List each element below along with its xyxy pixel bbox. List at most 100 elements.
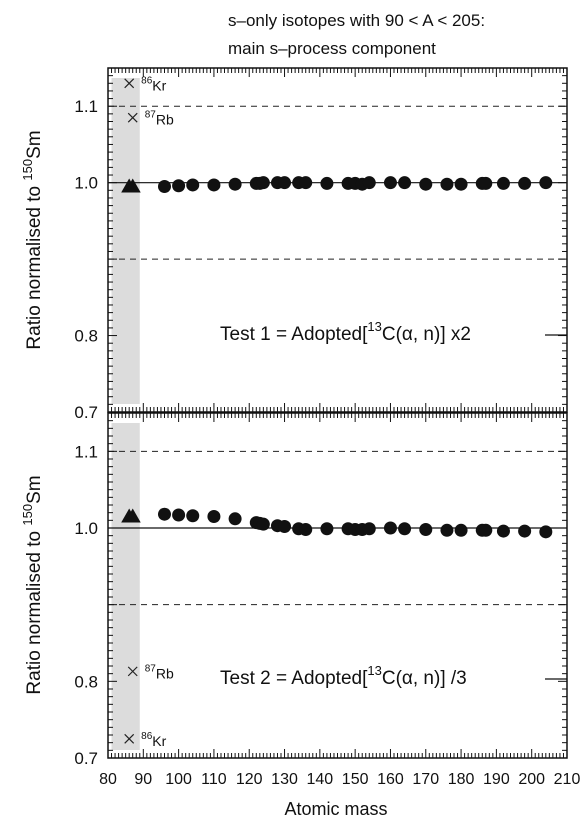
data-point-circle bbox=[383, 521, 397, 535]
data-point-circle bbox=[496, 524, 510, 538]
isotope-label-element: Kr bbox=[152, 77, 166, 93]
data-point-circle bbox=[518, 176, 532, 190]
data-point-triangle bbox=[124, 178, 141, 193]
data-point-circle bbox=[256, 517, 270, 531]
data-point-circle bbox=[256, 176, 270, 190]
data-point-circle bbox=[398, 176, 412, 190]
test-annotation-post: C(α, n)] /3 bbox=[382, 668, 467, 689]
data-point-circle bbox=[207, 178, 221, 192]
data-point-circle bbox=[362, 522, 376, 536]
x-tick-label: 160 bbox=[377, 771, 404, 788]
test-annotation-pre: Test 2 = Adopted[ bbox=[220, 668, 368, 689]
y-tick-label: 0.8 bbox=[74, 327, 98, 346]
data-point-triangle bbox=[124, 508, 141, 523]
data-point-circle bbox=[539, 176, 553, 190]
y-axis-label-top-sup: 150 bbox=[20, 159, 35, 181]
test-annotation: Test 1 = Adopted[13C(α, n)] x2 bbox=[220, 319, 471, 345]
x-tick-label: 150 bbox=[342, 771, 369, 788]
data-point-circle bbox=[186, 178, 200, 192]
data-point-circle bbox=[299, 523, 313, 537]
data-point-circle bbox=[419, 177, 433, 191]
y-axis-label-bottom-text: Ratio normalised to bbox=[24, 526, 45, 695]
chart-title-line-1: s–only isotopes with 90 < A < 205: bbox=[228, 11, 485, 30]
data-point-circle bbox=[172, 179, 186, 193]
data-point-circle bbox=[479, 523, 493, 537]
data-point-circle bbox=[228, 177, 242, 191]
data-point-circle bbox=[398, 522, 412, 536]
bottom-panel: 0.7 0.8 1.0 1.1 86Kr 87Rb Test 2 = Adopted[13C… bbox=[74, 412, 568, 768]
test-annotation-sup: 13 bbox=[367, 663, 381, 678]
isotope-label-mass: 87 bbox=[145, 663, 157, 674]
data-point-circle bbox=[454, 177, 468, 191]
data-point-circle bbox=[278, 176, 292, 190]
data-point-circle bbox=[157, 507, 171, 521]
data-point-circle bbox=[383, 176, 397, 190]
data-point-circle bbox=[320, 522, 334, 536]
data-point-circle bbox=[539, 525, 553, 539]
x-tick-labels: 80 90 100 110 120 130 140 150 160 170 180 190 200 210 bbox=[99, 771, 580, 788]
data-point-cross bbox=[124, 78, 135, 89]
x-tick-label: 100 bbox=[165, 771, 192, 788]
test-annotation: Test 2 = Adopted[13C(α, n)] /3 bbox=[220, 663, 467, 689]
x-tick-label: 190 bbox=[483, 771, 510, 788]
x-tick-label: 110 bbox=[201, 771, 227, 788]
chart-title-line-2: main s–process component bbox=[228, 39, 436, 58]
data-point-circle bbox=[454, 523, 468, 537]
y-tick-label: 0.7 bbox=[74, 403, 98, 422]
data-point-cross bbox=[127, 112, 138, 123]
top-panel: 0.7 0.8 1.0 1.1 86Kr 87Rb Test 1 = Adopted[13C… bbox=[74, 67, 568, 422]
data-point-circle bbox=[299, 176, 313, 190]
y-axis-label-bottom-sup: 150 bbox=[20, 504, 35, 526]
x-tick-label: 180 bbox=[448, 771, 475, 788]
data-point-circle bbox=[157, 179, 171, 193]
x-tick-label: 200 bbox=[518, 771, 545, 788]
plot-frame bbox=[107, 67, 568, 413]
data-point-circle bbox=[496, 176, 510, 190]
test-annotation-post: C(α, n)] x2 bbox=[382, 324, 471, 345]
data-point-circle bbox=[440, 523, 454, 537]
isotope-label-mass: 86 bbox=[141, 75, 153, 86]
isotope-label-mass: 87 bbox=[145, 110, 157, 121]
data-point-circle bbox=[186, 509, 200, 523]
y-axis-label-top-text: Ratio normalised to bbox=[24, 181, 45, 350]
shaded-band bbox=[111, 423, 140, 750]
x-tick-label: 90 bbox=[134, 771, 152, 788]
data-point-cross bbox=[127, 666, 138, 677]
data-point-circle bbox=[320, 176, 334, 190]
data-point-circle bbox=[440, 177, 454, 191]
y-tick-label: 0.7 bbox=[74, 749, 98, 768]
x-tick-label: 210 bbox=[554, 771, 581, 788]
x-tick-label: 120 bbox=[236, 771, 263, 788]
y-axis-label-bottom-tail: Sm bbox=[24, 475, 45, 504]
x-axis-label: Atomic mass bbox=[284, 799, 387, 819]
isotope-label: 86Kr bbox=[141, 731, 166, 749]
x-tick-label: 130 bbox=[271, 771, 298, 788]
shaded-band bbox=[111, 78, 140, 404]
x-tick-label: 170 bbox=[412, 771, 439, 788]
data-point-circle bbox=[172, 508, 186, 522]
isotope-label: 87Rb bbox=[145, 663, 174, 681]
isotope-label-mass: 86 bbox=[141, 731, 153, 742]
x-tick-label: 140 bbox=[306, 771, 333, 788]
data-point-circle bbox=[207, 510, 221, 523]
data-point-circle bbox=[518, 524, 532, 538]
isotope-label-element: Kr bbox=[152, 733, 166, 749]
isotope-label: 87Rb bbox=[145, 110, 174, 128]
data-point-circle bbox=[362, 176, 376, 190]
plot-frame bbox=[107, 412, 568, 759]
isotope-label-element: Rb bbox=[156, 665, 174, 681]
data-point-circle bbox=[479, 176, 493, 190]
y-axis-label-bottom: Ratio normalised to 150Sm bbox=[20, 475, 45, 694]
y-tick-label: 0.8 bbox=[74, 672, 98, 691]
data-point-circle bbox=[228, 512, 242, 526]
y-tick-label: 1.0 bbox=[74, 519, 98, 538]
data-point-cross bbox=[124, 733, 135, 744]
data-point-circle bbox=[278, 519, 292, 533]
test-annotation-pre: Test 1 = Adopted[ bbox=[220, 324, 368, 345]
x-tick-label: 80 bbox=[99, 771, 117, 788]
data-point-circle bbox=[419, 523, 433, 537]
isotope-label-element: Rb bbox=[156, 112, 174, 128]
isotope-label: 86Kr bbox=[141, 75, 166, 93]
